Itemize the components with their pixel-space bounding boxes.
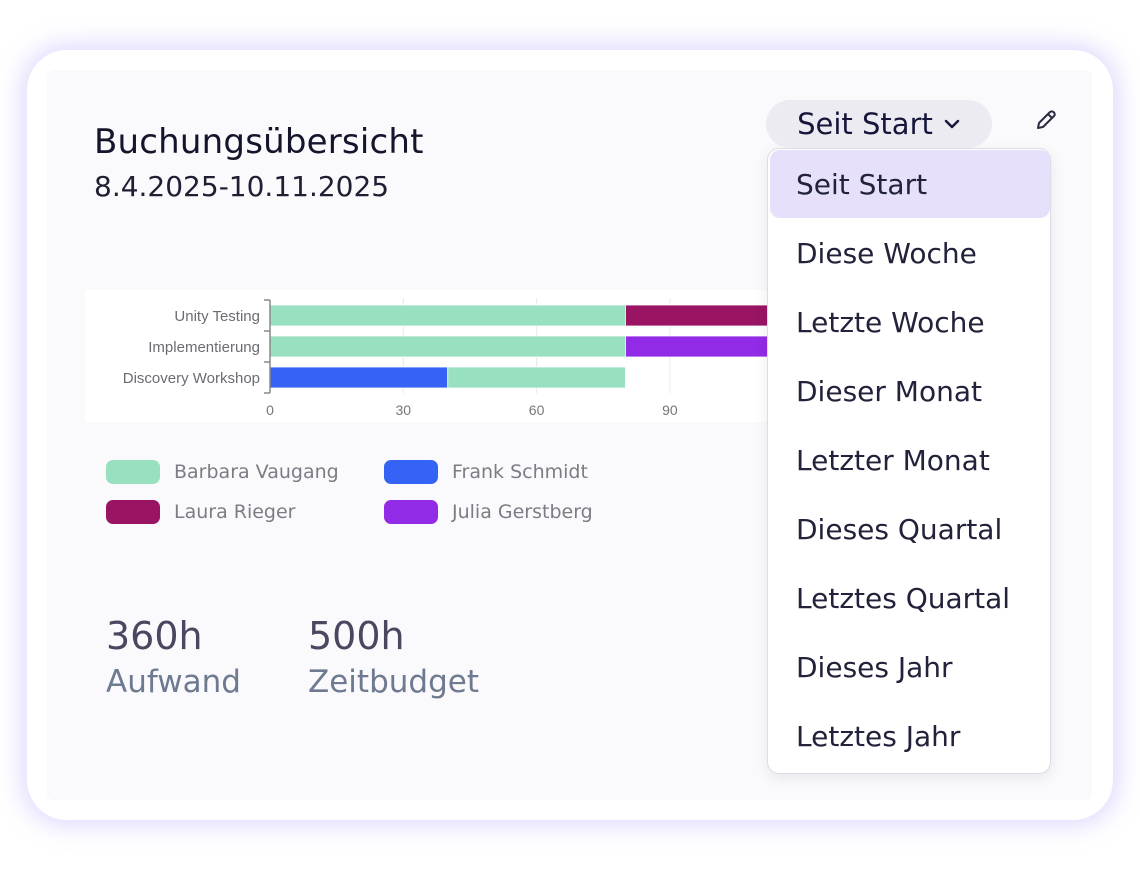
- x-tick-label: 30: [396, 402, 412, 418]
- dropdown-option[interactable]: Dieses Jahr: [796, 650, 953, 684]
- bar-segment: [269, 304, 626, 327]
- dropdown-option[interactable]: Diese Woche: [796, 236, 977, 270]
- stat-value: 360h: [106, 614, 203, 658]
- bar-segment: [269, 335, 626, 358]
- legend-label: Barbara Vaugang: [174, 461, 339, 483]
- dropdown-option[interactable]: Letzte Woche: [796, 305, 985, 339]
- category-label: Discovery Workshop: [123, 370, 260, 387]
- period-dropdown-button[interactable]: Seit Start: [766, 100, 992, 148]
- stat-label: Aufwand: [106, 664, 241, 700]
- legend-swatch: [106, 500, 160, 524]
- pencil-icon[interactable]: [1034, 108, 1058, 132]
- legend-item: Barbara Vaugang: [106, 460, 339, 484]
- bar-segment: [269, 366, 449, 389]
- chevron-down-icon: [944, 119, 960, 129]
- x-tick-label: 0: [266, 402, 274, 418]
- legend-label: Laura Rieger: [174, 501, 296, 523]
- x-tick-label: 60: [529, 402, 545, 418]
- legend-item: Laura Rieger: [106, 500, 296, 524]
- legend-swatch: [384, 460, 438, 484]
- stat-effort: 360h Aufwand: [106, 614, 241, 700]
- bar-segment: [447, 366, 626, 389]
- legend-label: Frank Schmidt: [452, 461, 588, 483]
- legend-item: Frank Schmidt: [384, 460, 588, 484]
- dropdown-option[interactable]: Dieser Monat: [796, 374, 982, 408]
- dropdown-option[interactable]: Seit Start: [770, 150, 1050, 218]
- dropdown-option[interactable]: Letztes Jahr: [796, 719, 961, 753]
- stat-budget: 500h Zeitbudget: [308, 614, 479, 700]
- dropdown-option[interactable]: Letztes Quartal: [796, 581, 1011, 615]
- period-dropdown-menu: Seit Start Diese Woche Letzte Woche Dieser …: [767, 148, 1051, 774]
- date-range: 8.4.2025-10.11.2025: [94, 170, 390, 203]
- dropdown-selected-label: Seit Start: [797, 107, 933, 141]
- category-label: Implementierung: [148, 339, 260, 356]
- legend-item: Julia Gerstberg: [384, 500, 593, 524]
- category-label: Unity Testing: [174, 308, 260, 325]
- stat-value: 500h: [308, 614, 405, 658]
- legend-swatch: [384, 500, 438, 524]
- legend-label: Julia Gerstberg: [452, 501, 593, 523]
- page-title: Buchungsübersicht: [94, 122, 424, 162]
- bar-segment: [625, 335, 893, 358]
- dropdown-option[interactable]: Letzter Monat: [796, 443, 990, 477]
- x-tick-label: 90: [662, 402, 678, 418]
- dropdown-option[interactable]: Dieses Quartal: [796, 512, 1003, 546]
- bar-chart-svg: Unity Testing Implementierung Discovery Wo…: [123, 298, 937, 418]
- bar-chart: Unity Testing Implementierung Discovery Wo…: [85, 290, 937, 422]
- legend-swatch: [106, 460, 160, 484]
- bar-segment: [625, 304, 893, 327]
- stat-label: Zeitbudget: [308, 664, 479, 700]
